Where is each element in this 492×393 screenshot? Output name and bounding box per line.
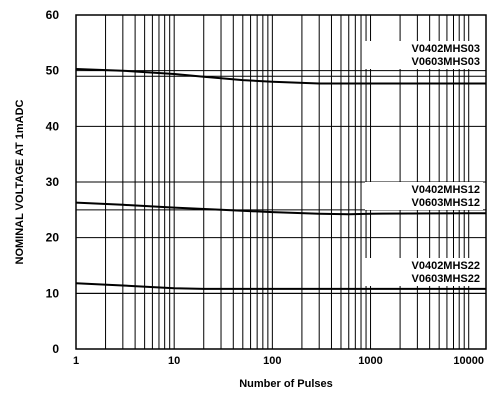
- x-tick-label: 1: [73, 355, 79, 367]
- series-label: V0402MHS12: [412, 184, 481, 196]
- series-label: V0603MHS12: [412, 197, 481, 209]
- y-tick-labels: 0 10 20 30 40 50 60: [46, 8, 60, 356]
- y-tick-label: 10: [46, 286, 60, 300]
- plot-frame: [75, 14, 487, 350]
- y-tick-label: 60: [46, 8, 60, 22]
- y-tick-label: 40: [46, 119, 60, 133]
- series-lines: [75, 68, 486, 290]
- series-label: V0402MHS03: [412, 43, 481, 55]
- x-tick-labels: 1 10 100 1000 10000: [73, 355, 484, 367]
- x-tick-label: 10: [168, 355, 180, 367]
- x-tick-label: 1000: [358, 355, 382, 367]
- series-label-bg: [365, 258, 483, 286]
- series-1-curve: [75, 68, 486, 85]
- y-tick-label: 50: [46, 64, 60, 78]
- series-label: V0603MHS03: [412, 56, 481, 68]
- series-label-bg: [365, 41, 483, 69]
- x-tick-label: 10000: [453, 355, 484, 367]
- series-2-curve: [75, 201, 486, 216]
- x-axis-title: Number of Pulses: [239, 378, 333, 390]
- x-tick-label: 100: [263, 355, 281, 367]
- y-tick-label: 0: [52, 342, 59, 356]
- y-tick-label: 20: [46, 231, 60, 245]
- series-label: V0402MHS22: [412, 260, 481, 272]
- y-axis-title: NOMINAL VOLTAGE AT 1mADC: [14, 99, 26, 264]
- series-3-curve: [75, 282, 486, 290]
- series-label-bg: [365, 182, 483, 210]
- y-tick-label: 30: [46, 175, 60, 189]
- series-label: V0603MHS22: [412, 273, 481, 285]
